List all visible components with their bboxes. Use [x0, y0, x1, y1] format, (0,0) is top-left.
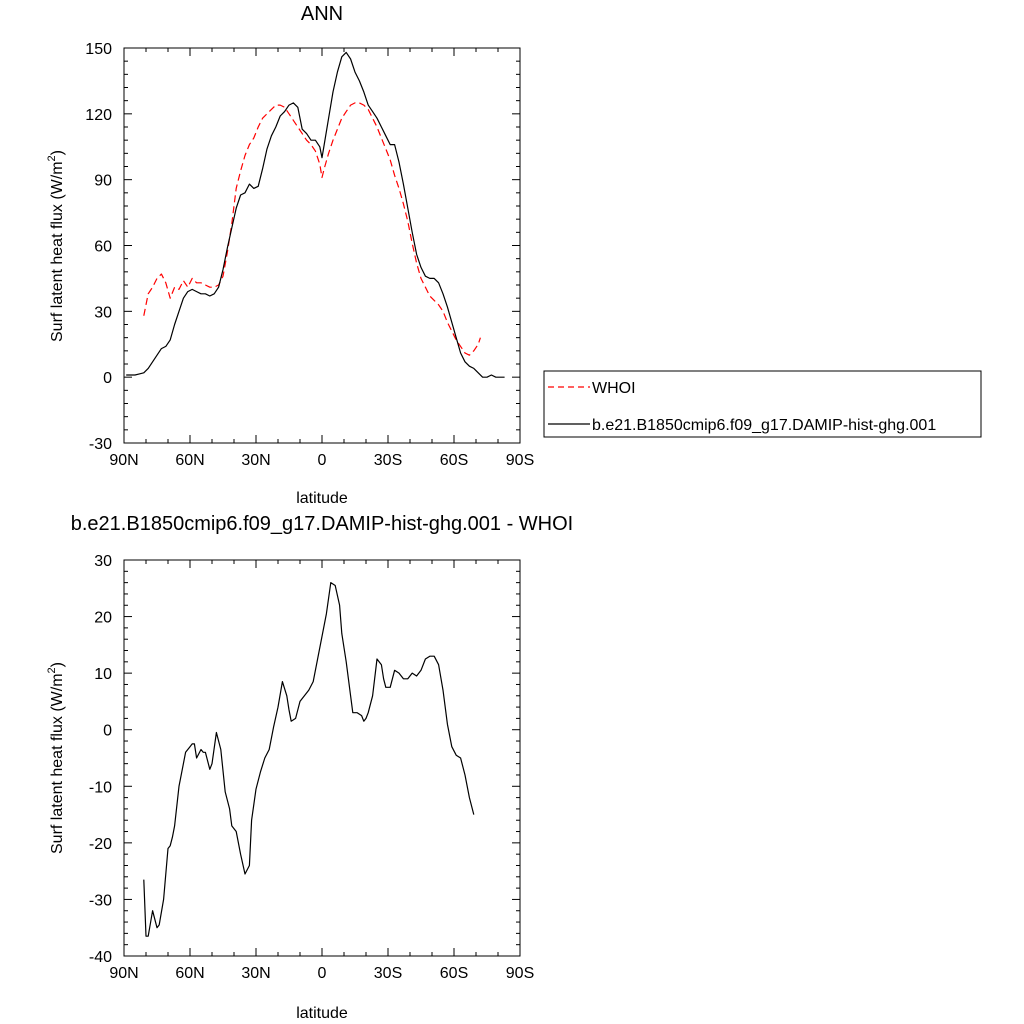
x-tick-label: 60N — [175, 965, 204, 982]
y-tick-label: 90 — [94, 173, 112, 190]
chart-bottom-axes — [123, 559, 521, 957]
x-tick-label: 60S — [440, 965, 468, 982]
legend: WHOI b.e21.B1850cmip6.f09_g17.DAMIP-hist… — [543, 370, 982, 438]
y-tick-label: 60 — [94, 239, 112, 256]
y-tick-label: 20 — [94, 610, 112, 627]
y-tick-label: 120 — [85, 107, 112, 124]
chart-bottom-x-tick-labels: 90N 60N 30N 0 30S 60S 90S — [109, 965, 534, 982]
x-tick-label: 30N — [241, 965, 270, 982]
x-tick-label: 90S — [506, 452, 534, 469]
chart-bottom-x-axis-title: latitude — [296, 1005, 348, 1022]
chart-top: ANN 90N 60N 30N 0 30S 60S 90S -30 0 30 60 90 120 150… — [46, 3, 534, 507]
chart-bottom-title: b.e21.B1850cmip6.f09_g17.DAMIP-hist-ghg.… — [71, 513, 573, 535]
plot-frame — [123, 47, 521, 444]
y-tick-label: 0 — [103, 723, 112, 740]
x-tick-label: 60N — [175, 452, 204, 469]
series-line-difference — [143, 582, 475, 937]
chart-bottom: b.e21.B1850cmip6.f09_g17.DAMIP-hist-ghg.… — [46, 513, 573, 1022]
y-tick-label: -20 — [89, 836, 112, 853]
x-tick-label: 90N — [109, 965, 138, 982]
series-line-model — [126, 51, 505, 378]
y-tick-label: 150 — [85, 41, 112, 58]
chart-top-series — [126, 51, 505, 378]
legend-label-model: b.e21.B1850cmip6.f09_g17.DAMIP-hist-ghg.… — [592, 417, 936, 434]
y-tick-label: -40 — [89, 949, 112, 966]
y-tick-label: 30 — [94, 304, 112, 321]
y-tick-label: 30 — [94, 553, 112, 570]
chart-top-y-tick-labels: -30 0 30 60 90 120 150 — [85, 41, 112, 453]
chart-bottom-y-axis-title: Surf latent heat flux (W/m2) — [46, 662, 66, 854]
chart-top-axes — [123, 47, 521, 444]
x-tick-label: 0 — [318, 452, 327, 469]
chart-top-title: ANN — [301, 3, 343, 25]
y-tick-label: 10 — [94, 666, 112, 683]
x-tick-label: 30N — [241, 452, 270, 469]
chart-bottom-series — [143, 582, 475, 937]
chart-top-x-axis-title: latitude — [296, 490, 348, 507]
chart-top-y-axis-title: Surf latent heat flux (W/m2) — [46, 150, 66, 342]
legend-box — [543, 370, 982, 438]
x-tick-label: 0 — [318, 965, 327, 982]
x-tick-label: 30S — [374, 965, 402, 982]
x-tick-label: 90N — [109, 452, 138, 469]
y-tick-label: -10 — [89, 779, 112, 796]
x-tick-label: 60S — [440, 452, 468, 469]
y-tick-label: -30 — [89, 436, 112, 453]
y-tick-label: 0 — [103, 370, 112, 387]
series-line-whoi — [143, 102, 481, 356]
chart-bottom-y-tick-labels: -40 -30 -20 -10 0 10 20 30 — [89, 553, 112, 966]
x-tick-label: 30S — [374, 452, 402, 469]
legend-label-whoi: WHOI — [592, 380, 636, 397]
chart-top-x-tick-labels: 90N 60N 30N 0 30S 60S 90S — [109, 452, 534, 469]
x-tick-label: 90S — [506, 965, 534, 982]
y-tick-label: -30 — [89, 892, 112, 909]
